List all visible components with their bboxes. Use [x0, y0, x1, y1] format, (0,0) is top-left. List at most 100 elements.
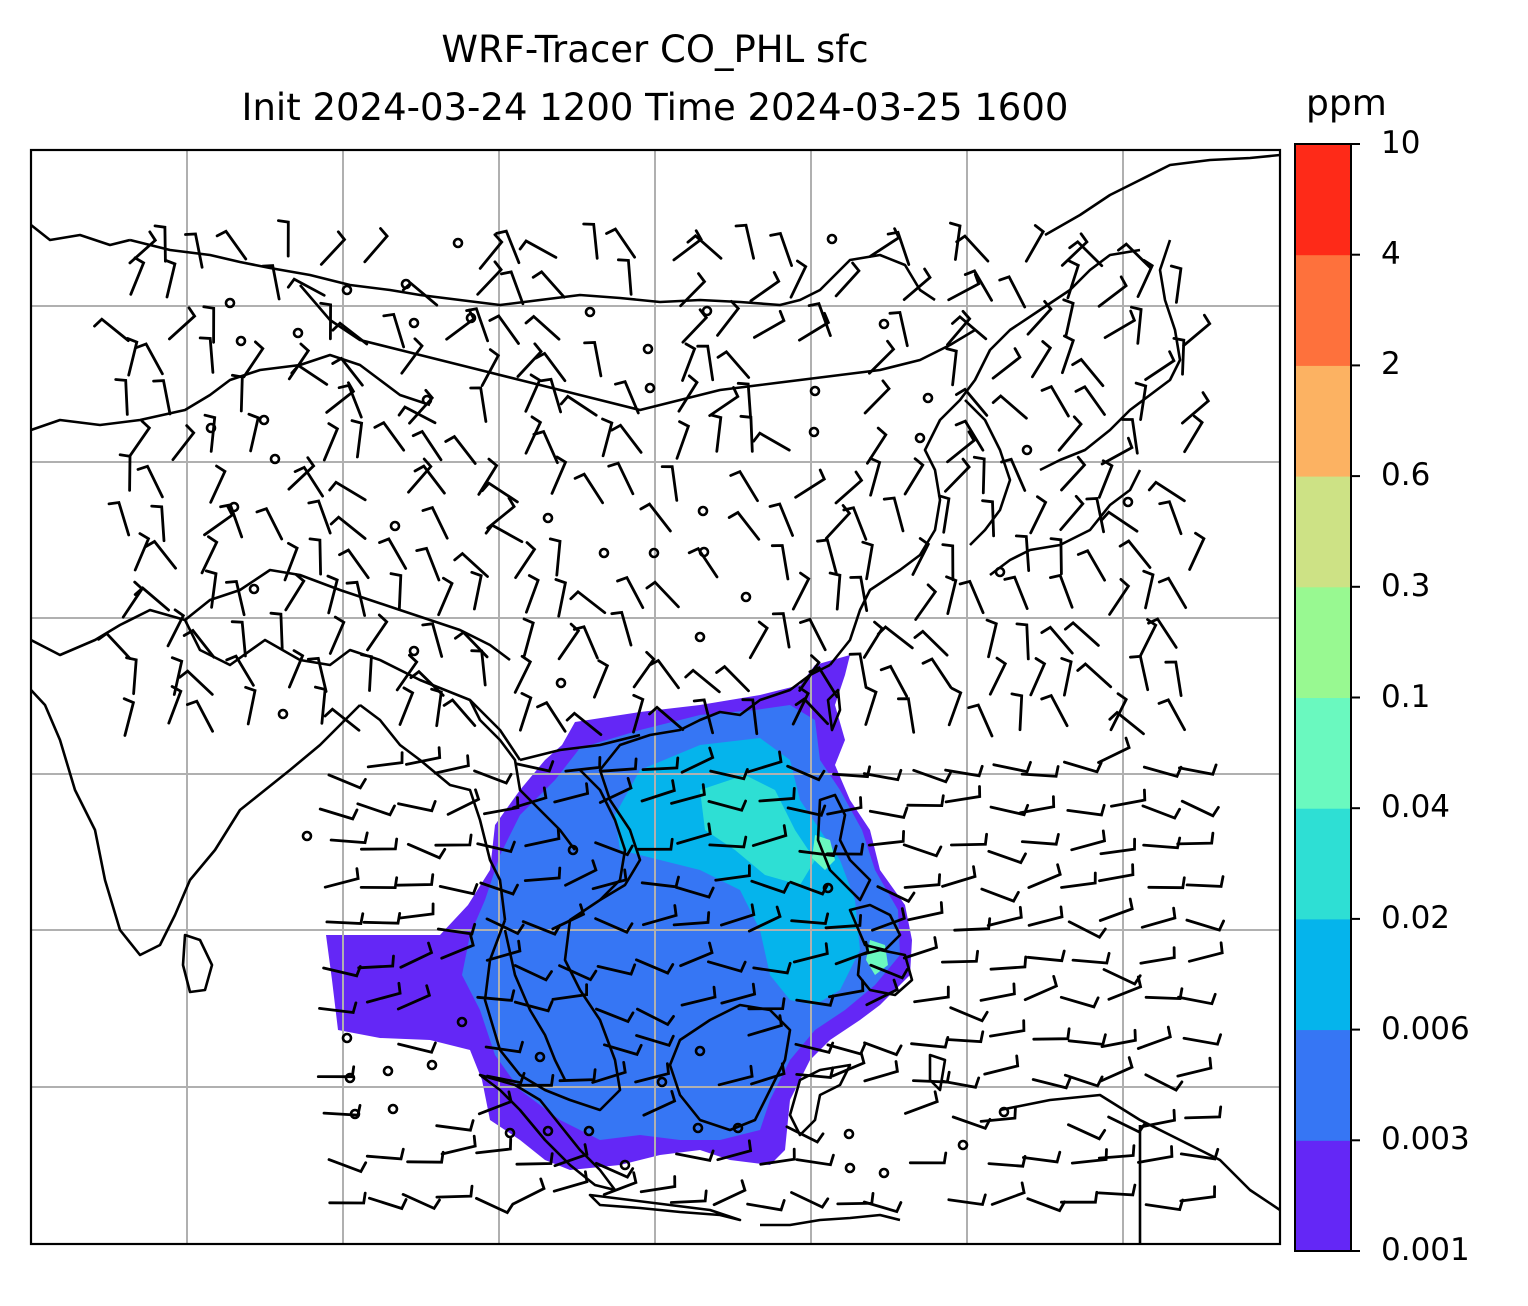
wind-barb [314, 685, 327, 725]
wind-barb [945, 347, 958, 387]
wind-barb [444, 434, 477, 465]
wind-barb [513, 964, 553, 982]
border-china-south [519, 733, 641, 762]
wind-barb [1139, 618, 1158, 657]
wind-barb [407, 457, 433, 494]
wind-barb [539, 377, 562, 414]
wind-barb [967, 703, 994, 738]
wind-barb [400, 337, 424, 375]
wind-barb [736, 381, 752, 420]
wind-barb [681, 342, 697, 382]
wind-barb [1129, 654, 1150, 692]
wind-barb [828, 571, 842, 611]
wind-barb [1076, 662, 1113, 689]
wind-barb [1164, 660, 1183, 697]
wind-barb [747, 905, 782, 933]
border-russia-north [299, 284, 976, 412]
wind-barb [475, 1196, 515, 1215]
wind-barb [128, 419, 152, 458]
wind-barb [1000, 457, 1027, 492]
wind-barb [868, 830, 905, 847]
wind-barb [184, 232, 204, 269]
wind-barb [513, 1000, 554, 1013]
wind-barb [1070, 829, 1107, 852]
wind-barb [660, 465, 679, 502]
wind-barb [522, 617, 535, 658]
wind-barb [904, 1090, 939, 1115]
wind-barb [122, 697, 136, 737]
calm-wind-marker [914, 432, 926, 444]
coast-new-guinea [999, 1093, 1280, 1212]
wind-barb [947, 1193, 987, 1207]
wind-barb [988, 656, 1008, 696]
wind-barb [863, 379, 891, 415]
wind-barb [564, 756, 602, 773]
wind-barb [941, 865, 977, 888]
calm-wind-marker [701, 305, 713, 317]
wind-barb [328, 615, 346, 655]
colorbar-segment [1295, 586, 1351, 698]
wind-barb [1098, 897, 1134, 922]
wind-barb [596, 963, 637, 976]
wind-barb [749, 271, 781, 303]
wind-barb [692, 698, 714, 735]
wind-barb [524, 415, 543, 455]
wind-barb [1182, 1033, 1222, 1046]
wind-barb [1144, 350, 1176, 381]
wind-barb [601, 417, 614, 458]
wind-barb [610, 423, 643, 454]
wind-barb [484, 1040, 524, 1054]
wind-barb [908, 1151, 948, 1165]
colorbar-tick-label: 0.02 [1381, 899, 1451, 936]
wind-barb [326, 574, 339, 615]
calm-wind-marker [426, 1059, 438, 1071]
wind-barb [868, 339, 896, 375]
wind-barb [1169, 264, 1183, 304]
wind-barb [826, 1043, 867, 1056]
wind-barb [1085, 497, 1105, 534]
wind-barb [714, 864, 751, 882]
map-gridlines [31, 150, 1280, 1244]
wind-barb [133, 586, 170, 612]
wind-barb [640, 779, 676, 803]
wind-barb [126, 337, 139, 377]
wind-barb [941, 949, 979, 964]
wind-barb [170, 656, 184, 696]
wind-barb [93, 317, 130, 342]
wind-barb [1061, 334, 1076, 375]
calm-wind-marker [555, 677, 567, 689]
wind-barb [707, 960, 747, 973]
wind-barb [150, 504, 166, 543]
wind-barb [635, 1034, 675, 1047]
wind-barb [921, 657, 953, 689]
wind-barb [323, 707, 361, 732]
wind-barb [1157, 698, 1186, 732]
wind-barb [398, 686, 415, 726]
wind-barb [144, 539, 177, 570]
wind-barb [435, 1119, 475, 1132]
wind-barb [553, 782, 590, 804]
wind-barb [182, 628, 216, 659]
wind-barb [440, 934, 475, 960]
wind-barb [753, 309, 786, 339]
wind-barb [97, 631, 132, 660]
calm-wind-marker [656, 1076, 668, 1088]
wind-barb [951, 314, 988, 341]
wind-barb [1139, 1108, 1176, 1129]
colorbar-segment [1295, 144, 1351, 256]
wind-barb [750, 879, 790, 895]
wind-barb [1027, 905, 1064, 927]
wind-barb [1182, 313, 1212, 347]
wind-barb [524, 373, 542, 413]
wind-barb [1022, 1150, 1062, 1164]
wind-barb [1108, 578, 1131, 616]
map-frame [29, 148, 1282, 1246]
wind-barb [287, 456, 316, 491]
colorbar-segment [1295, 697, 1351, 809]
wind-barb [1136, 1025, 1172, 1050]
wind-barb [1018, 795, 1056, 815]
coast-sulawesi [788, 1063, 852, 1137]
coast-flores [760, 1213, 901, 1227]
wind-barb [1014, 534, 1031, 572]
wind-barb [255, 506, 284, 541]
